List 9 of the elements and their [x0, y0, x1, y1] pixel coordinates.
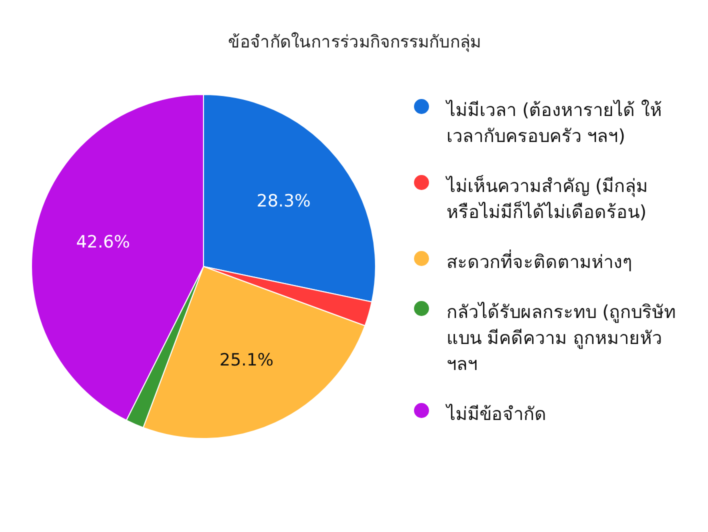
legend-label: ไม่มีเวลา (ต้องหารายได้ ให้ เวลากับครอบครัว ฯลฯ): [444, 99, 662, 147]
legend-label: ไม่เห็นความสำคัญ (มีกลุ่ม หรือไม่มีก็ได้ไม่เดือดร้อน): [444, 174, 648, 223]
legend-label: กลัวได้รับผลกระทบ (ถูกบริษัท แบน มีคดีความ ถูกหมายหัว ฯลฯ: [446, 301, 676, 375]
data-label: 42.6%: [76, 232, 130, 253]
data-label: 25.1%: [220, 350, 274, 370]
legend-label: ไม่มีข้อจำกัด: [444, 403, 546, 425]
legend-label: สะดวกที่จะติดตามห่างๆ: [446, 249, 632, 273]
data-label: 28.3%: [256, 191, 311, 212]
chart-title: ข้อจำกัดในการร่วมกิจกรรมกับกลุ่ม: [228, 32, 481, 52]
